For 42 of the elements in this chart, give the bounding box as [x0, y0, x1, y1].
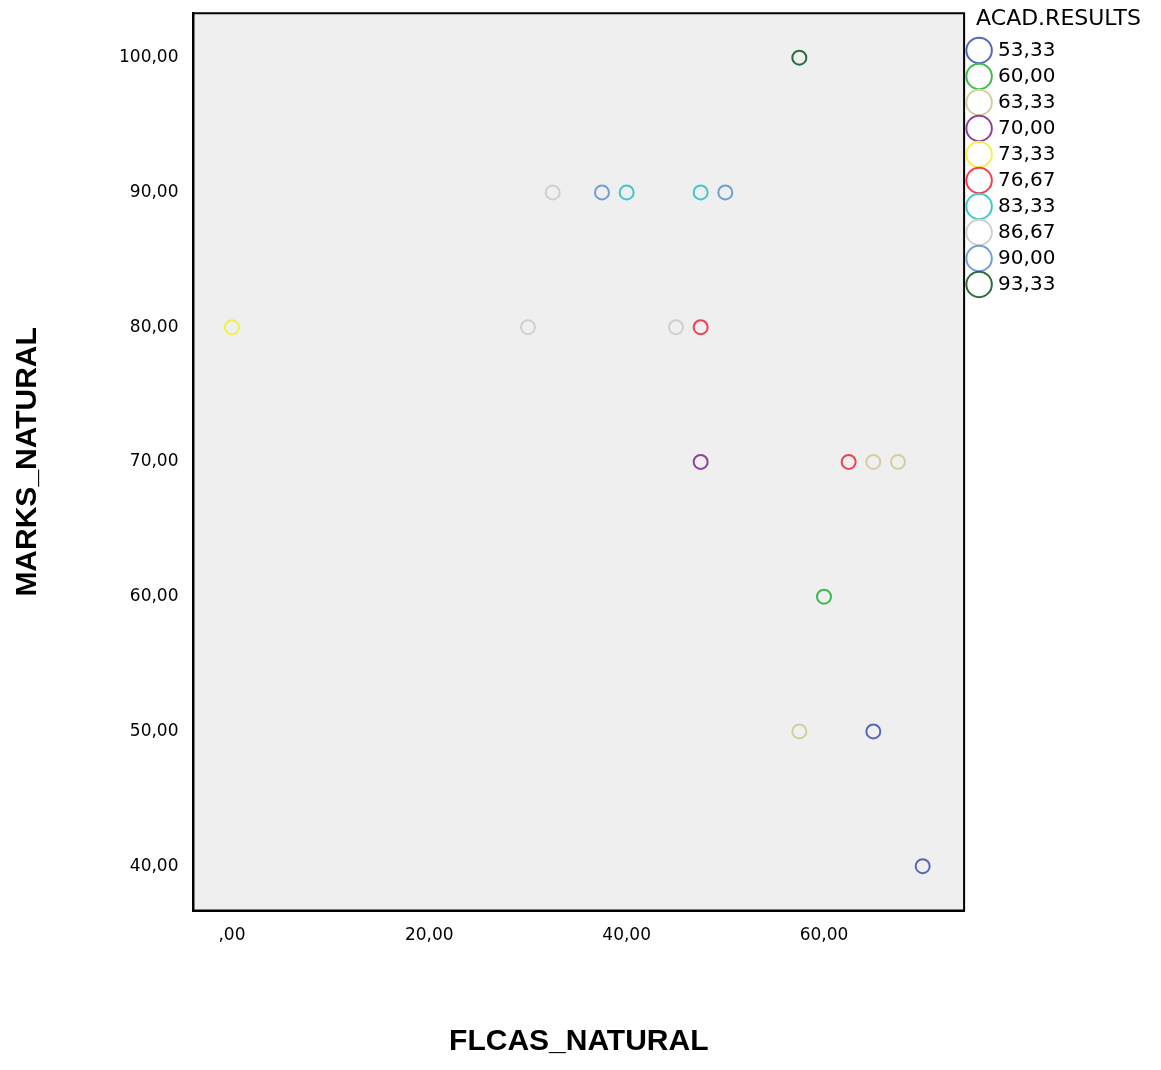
legend-title: ACAD.RESULTS: [976, 4, 1142, 30]
legend-label: 83,33: [998, 192, 1056, 217]
point: [692, 453, 709, 470]
legend-label: 73,33: [998, 140, 1056, 165]
point: [544, 184, 561, 201]
point: [815, 588, 832, 605]
point: [717, 184, 734, 201]
point: [865, 453, 882, 470]
y-axis-title: MARKS_NATURAL: [9, 327, 43, 597]
y-tick-label: 50,00: [129, 719, 179, 740]
legend-label: 90,00: [998, 244, 1056, 269]
y-tick-label: 60,00: [129, 585, 179, 606]
x-tick-label: 40,00: [602, 924, 651, 945]
point: [840, 453, 857, 470]
legend-label: 86,67: [998, 218, 1056, 243]
point: [223, 319, 240, 336]
point: [692, 319, 709, 336]
point: [890, 453, 906, 470]
y-tick-label: 40,00: [129, 854, 179, 875]
legend-label: 63,33: [998, 88, 1056, 113]
y-tick-label: 100,00: [119, 46, 179, 67]
x-axis-title: FLCAS_NATURAL: [449, 1023, 709, 1057]
point: [618, 184, 635, 201]
legend-label: 60,00: [998, 62, 1056, 87]
y-tick-label: 70,00: [129, 450, 179, 471]
point: [865, 723, 882, 740]
point: [593, 184, 610, 201]
legend-label: 76,67: [998, 166, 1056, 191]
x-tick-label: ,00: [218, 924, 246, 945]
point: [692, 184, 709, 201]
point: [791, 723, 808, 740]
legend-label: 70,00: [998, 114, 1056, 139]
legend-label: 93,33: [998, 270, 1056, 295]
legend-label: 53,33: [998, 36, 1056, 61]
x-tick-label: 60,00: [799, 924, 849, 945]
y-tick-label: 90,00: [129, 180, 179, 201]
x-tick-label: 20,00: [404, 924, 454, 945]
point: [667, 319, 684, 336]
y-tick-label: 80,00: [129, 315, 179, 336]
point: [791, 49, 808, 66]
point: [914, 858, 931, 875]
point: [519, 319, 536, 336]
